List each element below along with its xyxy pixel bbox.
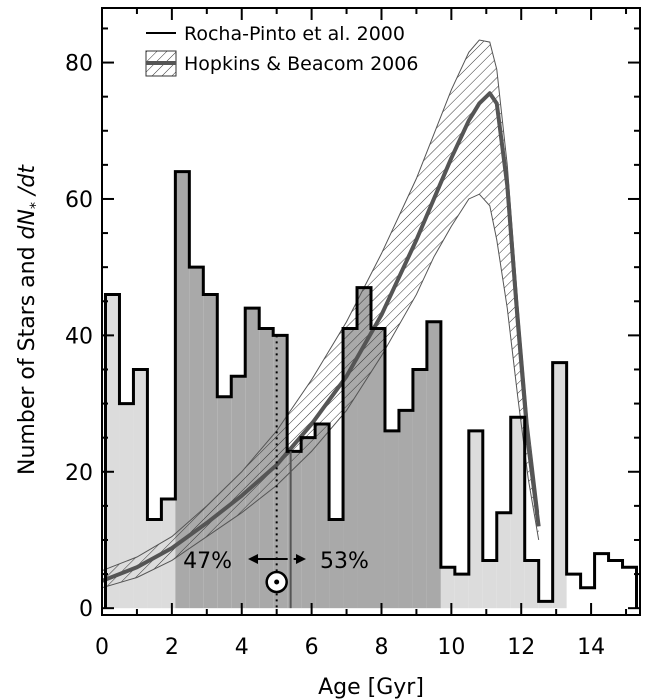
shade-bin: [371, 328, 385, 609]
legend: Rocha-Pinto et al. 2000 Hopkins & Beacom …: [145, 23, 418, 77]
y-tick-label: 0: [79, 597, 93, 622]
shade-bin: [105, 294, 120, 609]
shade-bin: [482, 560, 497, 609]
histogram: [103, 170, 639, 609]
left-percent-label: 47%: [183, 549, 232, 574]
x-tick-label: 12: [507, 635, 535, 660]
shade-bin: [524, 560, 539, 609]
x-tick-label: 0: [95, 635, 109, 660]
shade-bin: [287, 451, 302, 609]
x-tick-label: 2: [165, 635, 179, 660]
x-tick-label: 4: [235, 635, 249, 660]
shade-bin: [468, 430, 483, 609]
x-tick-label: 14: [577, 635, 605, 660]
shade-bin: [440, 567, 455, 609]
y-tick-label: 20: [65, 461, 93, 486]
left-arrow-head: [248, 554, 258, 564]
shade-bin: [398, 410, 413, 609]
y-tick-label: 40: [65, 324, 93, 349]
model-center-line: [102, 91, 541, 583]
y-axis-label-tail: /dt: [15, 164, 40, 202]
x-tick-label: 10: [437, 635, 465, 660]
y-axis-label-text: Number of Stars and: [15, 239, 40, 475]
y-axis-label-math: dN: [15, 209, 40, 239]
legend-label-band: Hopkins & Beacom 2006: [184, 53, 418, 75]
legend-label-histogram: Rocha-Pinto et al. 2000: [184, 23, 405, 45]
shade-bin: [384, 430, 399, 609]
plot-frame: [101, 7, 641, 616]
shade-bin: [412, 369, 427, 609]
markers: 47% 53%: [183, 335, 369, 609]
shade-bin: [315, 424, 330, 609]
y-axis-label: Number of Stars and dN* /dt: [15, 164, 44, 475]
shade-bin: [301, 437, 316, 609]
y-axis-label-sub: *: [28, 202, 44, 209]
x-tick-label: 8: [374, 635, 388, 660]
shade-bin: [454, 574, 469, 609]
shade-bin: [538, 601, 553, 609]
shade-bin: [426, 321, 441, 609]
shade-bin: [510, 417, 525, 609]
right-percent-label: 53%: [320, 549, 369, 574]
y-tick-label: 80: [65, 52, 93, 77]
sun-symbol-dot: [274, 579, 280, 585]
x-tick-label: 6: [305, 635, 319, 660]
axes: 0 2 4 6 8 10 12 14 0 20 40 60 80: [65, 7, 641, 660]
model-band-fill: [102, 40, 539, 588]
shade-bin: [245, 308, 260, 609]
histogram-outline: [103, 170, 639, 609]
shade-bin: [329, 519, 344, 609]
model-band: [102, 39, 541, 589]
model-band-lower: [102, 193, 540, 589]
shade-bin: [496, 512, 511, 609]
y-tick-label: 60: [65, 188, 93, 213]
shade-bin: [175, 171, 190, 609]
shade-bin: [133, 369, 148, 609]
x-axis-label: Age [Gyr]: [318, 675, 424, 700]
shade-bin: [552, 362, 567, 609]
right-arrow-head: [296, 554, 306, 564]
shade-bin: [119, 403, 134, 609]
model-band-upper: [102, 39, 540, 572]
